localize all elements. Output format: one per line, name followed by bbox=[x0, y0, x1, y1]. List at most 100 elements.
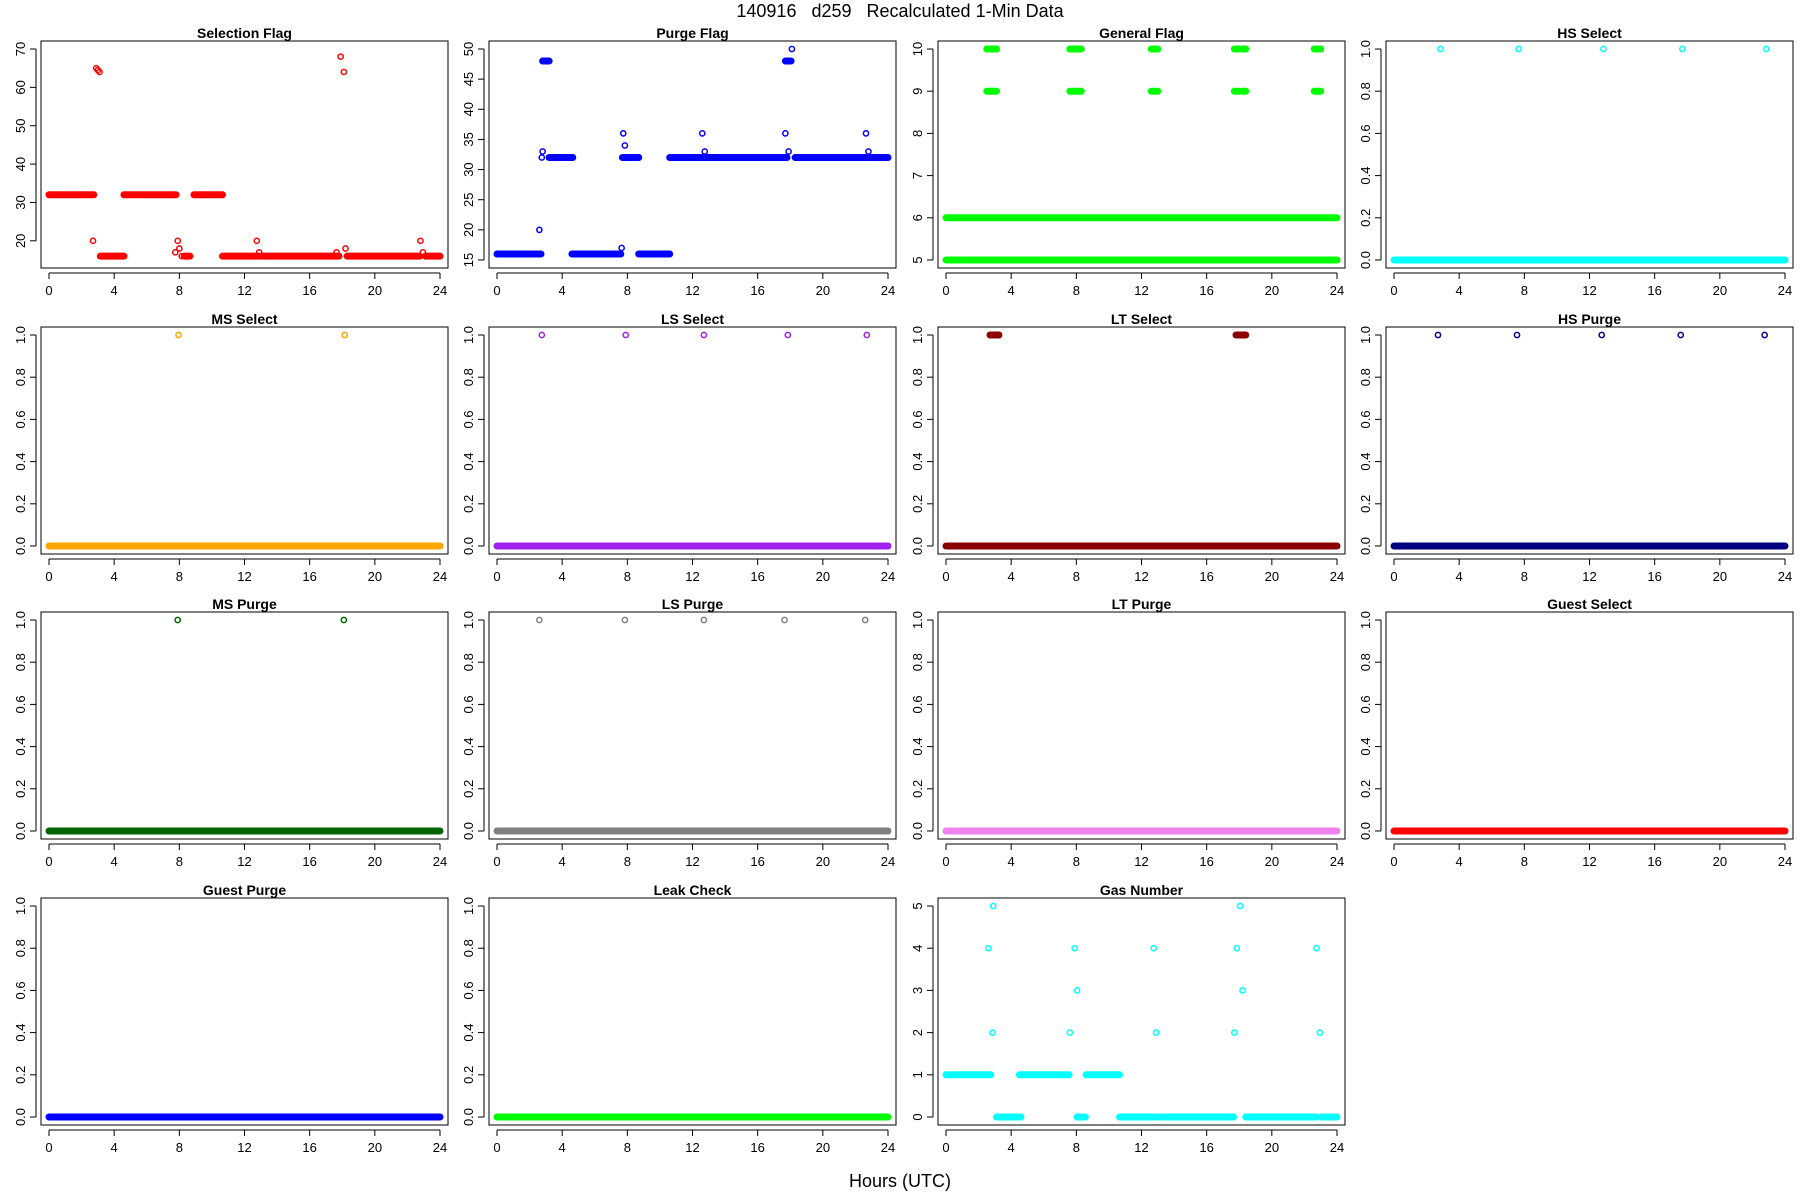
plot-frame bbox=[937, 40, 1346, 269]
x-tick-label: 4 bbox=[559, 1140, 566, 1155]
x-tick-label: 4 bbox=[1456, 569, 1463, 584]
x-tick-label: 16 bbox=[1199, 1140, 1213, 1155]
x-tick-label: 16 bbox=[1199, 569, 1213, 584]
data-point bbox=[621, 142, 629, 149]
x-tick-label: 24 bbox=[433, 569, 447, 584]
y-tick-label: 0.2 bbox=[461, 1066, 476, 1084]
x-tick-label: 24 bbox=[881, 283, 895, 298]
y-tick-label: 1.0 bbox=[910, 326, 925, 344]
y-tick-label: 0.0 bbox=[13, 822, 28, 840]
data-point bbox=[1239, 987, 1246, 994]
x-tick-label: 0 bbox=[942, 1140, 949, 1155]
x-tick-label: 8 bbox=[176, 283, 183, 298]
data-point bbox=[865, 148, 872, 155]
data-point bbox=[175, 331, 182, 339]
x-tick-label: 4 bbox=[1008, 854, 1015, 869]
data-point bbox=[171, 248, 179, 256]
data-point bbox=[1679, 45, 1686, 53]
x-tick-label: 0 bbox=[45, 854, 52, 869]
y-tick-label: 1.0 bbox=[13, 326, 28, 344]
data-point bbox=[536, 616, 543, 624]
x-tick-label: 12 bbox=[1582, 283, 1596, 298]
x-tick-label: 24 bbox=[1778, 569, 1792, 584]
y-tick-label: 1.0 bbox=[1358, 611, 1373, 629]
x-tick-label: 8 bbox=[1073, 1140, 1080, 1155]
y-tick-label: 0.4 bbox=[1358, 453, 1373, 471]
data-point bbox=[862, 130, 870, 137]
y-tick-label: 0.0 bbox=[1358, 822, 1373, 840]
y-tick-label: 0.6 bbox=[1358, 124, 1373, 142]
x-tick-label: 12 bbox=[1134, 569, 1148, 584]
x-tick-label: 4 bbox=[111, 854, 118, 869]
y-tick-label: 0.0 bbox=[461, 822, 476, 840]
y-tick-label: 0.2 bbox=[910, 780, 925, 798]
panel-title: LS Select bbox=[661, 311, 724, 327]
data-point bbox=[785, 148, 792, 155]
x-tick-label: 0 bbox=[1390, 569, 1397, 584]
x-tick-label: 8 bbox=[176, 569, 183, 584]
x-tick-label: 12 bbox=[1582, 569, 1596, 584]
y-tick-label: 20 bbox=[461, 223, 476, 237]
x-tick-label: 0 bbox=[45, 569, 52, 584]
plot-frame bbox=[488, 40, 897, 269]
panel-selection-flag: Selection Flag 0 4 8 12 16 20 24 20 30 40 50 60 70 bbox=[13, 25, 449, 298]
y-tick-label: 0.2 bbox=[13, 780, 28, 798]
x-tick-label: 8 bbox=[1073, 854, 1080, 869]
y-tick-label: 5 bbox=[910, 902, 925, 909]
x-tick-label: 20 bbox=[1265, 1140, 1279, 1155]
y-tick-label: 0.6 bbox=[461, 695, 476, 713]
panel-title: Gas Number bbox=[1100, 882, 1184, 898]
panel-ls-purge: LS Purge 0 4 8 12 16 20 24 0.0 0.2 0.4 0.6 0.8 1.0 bbox=[461, 596, 897, 869]
y-tick-label: 0.0 bbox=[910, 537, 925, 555]
x-tick-label: 20 bbox=[1713, 569, 1727, 584]
y-tick-label: 0.6 bbox=[13, 410, 28, 428]
x-tick-label: 8 bbox=[1073, 283, 1080, 298]
plot-frame bbox=[488, 897, 897, 1126]
x-tick-label: 12 bbox=[685, 1140, 699, 1155]
x-tick-label: 16 bbox=[1199, 283, 1213, 298]
data-point bbox=[698, 130, 706, 137]
x-tick-label: 20 bbox=[816, 569, 830, 584]
x-tick-label: 12 bbox=[1582, 854, 1596, 869]
x-tick-label: 4 bbox=[1008, 1140, 1015, 1155]
plot-frame bbox=[40, 326, 449, 555]
y-tick-label: 50 bbox=[13, 118, 28, 132]
data-point bbox=[340, 616, 348, 624]
x-tick-label: 0 bbox=[942, 569, 949, 584]
x-tick-label: 12 bbox=[1134, 1140, 1148, 1155]
y-tick-label: 0.4 bbox=[13, 738, 28, 756]
panel-leak-check: Leak Check 0 4 8 12 16 20 24 0.0 0.2 0.4 0.6 0.8 1.0 bbox=[461, 882, 897, 1155]
y-tick-label: 0.2 bbox=[1358, 495, 1373, 513]
x-tick-label: 12 bbox=[237, 1140, 251, 1155]
plot-frame bbox=[40, 40, 449, 269]
data-point bbox=[337, 53, 344, 61]
y-tick-label: 1 bbox=[910, 1071, 925, 1078]
y-tick-label: 0.6 bbox=[1358, 410, 1373, 428]
y-tick-label: 0.2 bbox=[13, 1066, 28, 1084]
data-point bbox=[1677, 331, 1685, 339]
x-tick-label: 24 bbox=[881, 854, 895, 869]
x-tick-label: 16 bbox=[302, 1140, 316, 1155]
data-point bbox=[622, 331, 630, 339]
y-tick-label: 0.6 bbox=[13, 981, 28, 999]
y-tick-label: 15 bbox=[461, 253, 476, 267]
data-point bbox=[174, 616, 182, 624]
x-tick-label: 16 bbox=[302, 569, 316, 584]
y-tick-label: 0.4 bbox=[461, 453, 476, 471]
x-tick-label: 20 bbox=[1713, 854, 1727, 869]
x-tick-label: 20 bbox=[1265, 854, 1279, 869]
x-tick-label: 4 bbox=[111, 283, 118, 298]
panel-title: LT Select bbox=[1111, 311, 1173, 327]
panel-ms-purge: MS Purge 0 4 8 12 16 20 24 0.0 0.2 0.4 0.6 0.8 1.0 bbox=[13, 596, 449, 869]
y-tick-label: 5 bbox=[910, 256, 925, 263]
data-point bbox=[784, 331, 792, 339]
y-tick-label: 0.4 bbox=[1358, 738, 1373, 756]
panel-title: MS Purge bbox=[212, 596, 277, 612]
y-tick-label: 40 bbox=[13, 157, 28, 171]
panel-title: LS Purge bbox=[662, 596, 724, 612]
x-tick-label: 24 bbox=[1330, 854, 1344, 869]
x-tick-label: 4 bbox=[1008, 569, 1015, 584]
data-point bbox=[342, 245, 349, 252]
x-tick-label: 8 bbox=[1521, 283, 1528, 298]
y-tick-label: 0.0 bbox=[910, 822, 925, 840]
